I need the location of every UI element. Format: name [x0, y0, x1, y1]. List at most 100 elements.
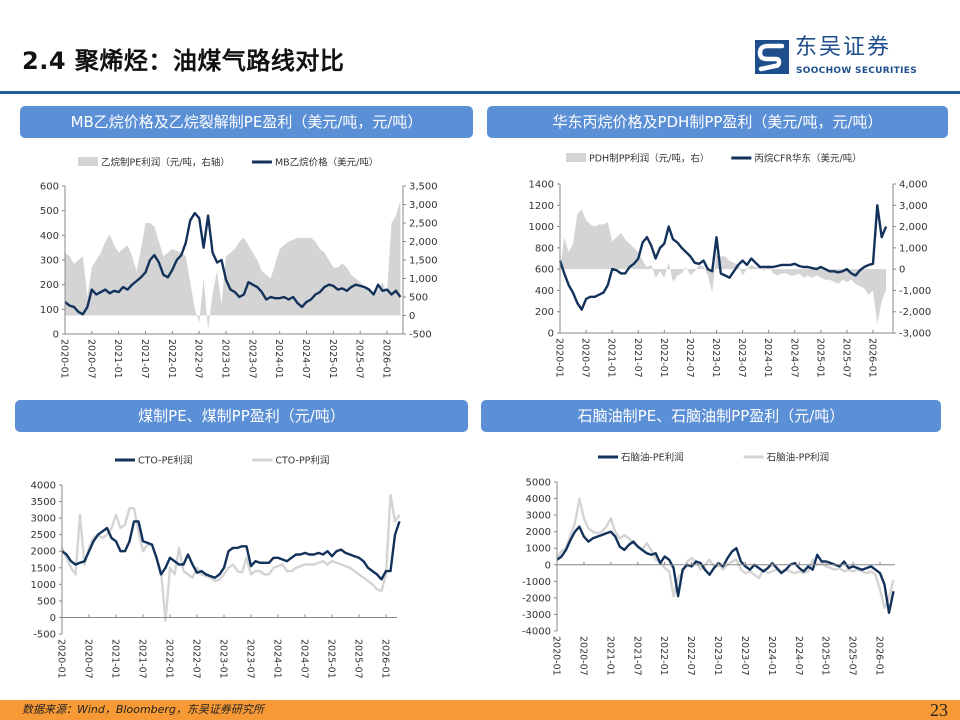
x-tick-label: 2023-01	[712, 636, 723, 676]
x-tick-label: 2020-07	[83, 639, 94, 679]
y-tick-label: 600	[535, 265, 554, 276]
y-tick-label: 200	[40, 280, 59, 291]
y2-tick-label: 2,500	[409, 219, 438, 230]
y-tick-label: 0	[53, 330, 59, 341]
series-line-0	[60, 493, 401, 623]
y-tick-label: 300	[40, 256, 59, 267]
y-tick-label: 400	[535, 286, 554, 297]
y-tick-label: 3000	[31, 514, 56, 525]
y-tick-label: 4000	[526, 494, 551, 505]
x-tick-label: 2025-01	[814, 338, 825, 378]
page-title: 2.4 聚烯烃：油煤气路线对比	[22, 47, 345, 75]
chart-title-ethane: MB乙烷价格及乙烷裂解制PE盈利（美元/吨，元/吨）	[20, 106, 473, 138]
x-tick-label: 2022-07	[684, 338, 695, 378]
x-tick-label: 2021-01	[110, 639, 121, 679]
x-tick-label: 2023-07	[736, 338, 747, 378]
chart-naphtha: -4000 -3000 -2000 -1000 0 1000 2000 3000 4000 500…	[522, 452, 895, 676]
legend-label-0: PDH制PP利润（元/吨，右）	[589, 153, 709, 165]
y2-tick-label: 2,000	[899, 222, 928, 233]
y2-tick-label: 1,500	[409, 256, 438, 267]
y-tick-label: 1500	[31, 563, 56, 574]
x-tick-label: 2020-01	[56, 639, 67, 679]
x-tick-label: 2026-01	[380, 639, 391, 679]
series-line-1	[556, 525, 895, 615]
x-tick-label: 2022-01	[166, 339, 177, 379]
x-tick-label: 2021-07	[137, 639, 148, 679]
y2-tick-label: 2,000	[409, 237, 438, 248]
y-tick-label: 1400	[529, 180, 554, 191]
y-tick-label: 1200	[529, 201, 554, 212]
x-tick-label: 2024-07	[793, 636, 804, 676]
x-tick-label: 2021-01	[604, 636, 615, 676]
legend-label-1: CTO-PE利润	[138, 455, 192, 467]
chart-title-naphtha: 石脑油制PE、石脑油制PP盈利（元/吨）	[481, 400, 941, 432]
x-tick-label: 2020-07	[85, 339, 96, 379]
y-tick-label: -500	[33, 630, 56, 641]
legend-label-0: CTO-PP利润	[275, 455, 329, 467]
x-tick-label: 2021-01	[112, 339, 123, 379]
y-tick-label: 400	[40, 231, 59, 242]
x-tick-label: 2021-01	[606, 338, 617, 378]
x-tick-label: 2025-01	[820, 636, 831, 676]
x-tick-label: 2026-01	[381, 339, 392, 379]
soochow-logo-icon	[755, 40, 789, 74]
y2-tick-label: 3,000	[409, 200, 438, 211]
y-tick-label: 5000	[526, 478, 551, 489]
footer-bar: 数据来源：Wind，Bloomberg，东吴证券研究所 23	[0, 700, 960, 720]
x-tick-label: 2024-07	[299, 639, 310, 679]
y-tick-label: 2500	[31, 530, 56, 541]
x-tick-label: 2020-07	[580, 338, 591, 378]
x-tick-label: 2026-01	[867, 338, 878, 378]
chart-coal-to-olefins: -500 0 500 1000 1500 2000 2500 3000 3500 4000 2020…	[31, 455, 401, 679]
y2-tick-label: -3,000	[899, 329, 931, 340]
x-tick-label: 2020-01	[551, 636, 562, 676]
legend-label-0: 乙烷制PE利润（元/吨，右轴）	[101, 157, 230, 169]
y2-tick-label: -1,000	[899, 286, 931, 297]
x-tick-label: 2020-01	[554, 338, 565, 378]
chart-title-propane: 华东丙烷价格及PDH制PP盈利（美元/吨，元/吨）	[487, 106, 948, 138]
x-tick-label: 2024-01	[766, 636, 777, 676]
x-tick-label: 2023-07	[739, 636, 750, 676]
y2-tick-label: 0	[899, 265, 905, 276]
x-tick-label: 2022-01	[658, 338, 669, 378]
series-line-1	[64, 211, 402, 316]
y-tick-label: 0	[548, 329, 554, 340]
y2-tick-label: 500	[409, 293, 428, 304]
legend-label-1: MB乙烷价格（美元/吨）	[275, 157, 378, 169]
y-tick-label: 4000	[31, 481, 56, 492]
x-tick-label: 2020-07	[577, 636, 588, 676]
x-tick-label: 2025-07	[354, 339, 365, 379]
y-tick-label: 1000	[31, 580, 56, 591]
x-tick-label: 2022-01	[658, 636, 669, 676]
chart-title-coal: 煤制PE、煤制PP盈利（元/吨）	[15, 400, 468, 432]
y-tick-label: 3000	[526, 511, 551, 522]
y-tick-label: 2000	[526, 527, 551, 538]
x-tick-label: 2021-07	[632, 338, 643, 378]
series-area-0	[65, 200, 401, 331]
header-divider	[0, 91, 960, 94]
x-tick-label: 2023-01	[220, 339, 231, 379]
x-tick-label: 2022-07	[685, 636, 696, 676]
y-tick-label: 0	[50, 613, 56, 624]
x-tick-label: 2023-01	[710, 338, 721, 378]
x-tick-label: 2025-01	[326, 639, 337, 679]
series-line-0	[556, 497, 895, 610]
x-tick-label: 2020-01	[59, 339, 70, 379]
y2-tick-label: 1,000	[409, 274, 438, 285]
x-tick-label: 2023-01	[218, 639, 229, 679]
series-area-0	[560, 209, 887, 325]
series-line-1	[558, 204, 888, 311]
x-tick-label: 2023-07	[246, 339, 257, 379]
y-tick-label: 3500	[31, 497, 56, 508]
y-tick-label: 200	[535, 307, 554, 318]
x-tick-label: 2022-07	[193, 339, 204, 379]
legend-label-1: 石脑油-PE利润	[621, 452, 684, 464]
legend-label-0: 石脑油-PP利润	[767, 452, 829, 464]
legend-swatch-0	[78, 157, 98, 166]
x-tick-label: 2024-01	[273, 339, 284, 379]
x-tick-label: 2024-01	[762, 338, 773, 378]
x-tick-label: 2022-01	[164, 639, 175, 679]
data-source: 数据来源：Wind，Bloomberg，东吴证券研究所	[22, 703, 264, 716]
y-tick-label: 1000	[529, 222, 554, 233]
x-tick-label: 2021-07	[139, 339, 150, 379]
